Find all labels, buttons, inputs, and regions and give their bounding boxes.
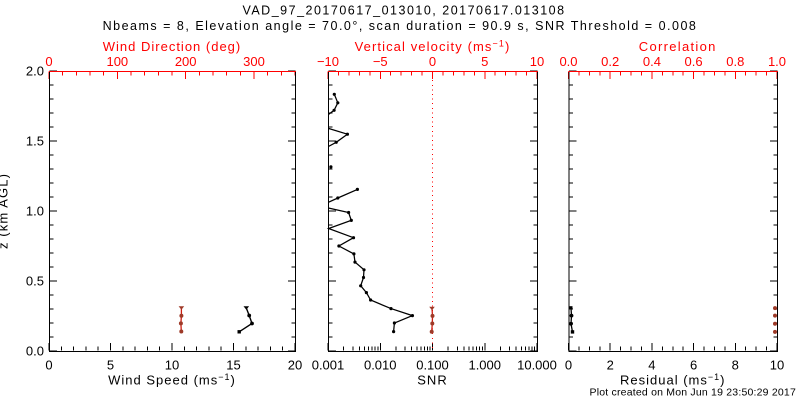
svg-text:2: 2 — [607, 358, 614, 373]
svg-text:10: 10 — [165, 358, 179, 373]
svg-text:2.0: 2.0 — [26, 64, 44, 79]
svg-text:0.0: 0.0 — [559, 54, 577, 69]
svg-text:8: 8 — [732, 358, 739, 373]
svg-text:10: 10 — [770, 358, 784, 373]
svg-text:0.0: 0.0 — [26, 344, 44, 359]
svg-text:5: 5 — [107, 358, 114, 373]
svg-text:10.000: 10.000 — [517, 358, 557, 373]
svg-text:100: 100 — [106, 54, 128, 69]
svg-text:Wind Direction (deg): Wind Direction (deg) — [103, 39, 242, 54]
svg-text:15: 15 — [226, 358, 240, 373]
svg-text:1.0: 1.0 — [768, 54, 786, 69]
svg-text:z (km AGL): z (km AGL) — [0, 173, 11, 249]
svg-text:0: 0 — [565, 358, 572, 373]
svg-text:1.5: 1.5 — [26, 134, 44, 149]
svg-text:Vertical velocity (ms−1): Vertical velocity (ms−1) — [355, 39, 511, 55]
svg-text:Plot created on Mon Jun 19 23:: Plot created on Mon Jun 19 23:50:29 2017 — [590, 387, 796, 399]
svg-text:1.0: 1.0 — [26, 204, 44, 219]
svg-text:5: 5 — [481, 54, 488, 69]
svg-text:0: 0 — [429, 54, 436, 69]
svg-text:Nbeams = 8, Elevation angle =: Nbeams = 8, Elevation angle = 70.0°, sca… — [103, 19, 698, 33]
svg-text:Wind Speed (ms−1): Wind Speed (ms−1) — [108, 372, 236, 388]
svg-text:0.8: 0.8 — [726, 54, 744, 69]
svg-text:0.2: 0.2 — [601, 54, 619, 69]
svg-text:SNR: SNR — [417, 373, 447, 388]
svg-text:0: 0 — [45, 358, 52, 373]
svg-text:−5: −5 — [373, 54, 388, 69]
svg-text:0.010: 0.010 — [364, 358, 397, 373]
svg-text:Correlation: Correlation — [639, 39, 717, 54]
svg-text:0.4: 0.4 — [643, 54, 661, 69]
svg-text:20: 20 — [288, 358, 302, 373]
svg-text:0.6: 0.6 — [685, 54, 703, 69]
svg-text:0: 0 — [45, 54, 52, 69]
svg-text:0.5: 0.5 — [26, 274, 44, 289]
svg-text:10: 10 — [530, 54, 544, 69]
svg-text:−10: −10 — [317, 54, 339, 69]
svg-text:Residual (ms−1): Residual (ms−1) — [620, 372, 725, 388]
svg-text:VAD_97_20170617_013010, 201706: VAD_97_20170617_013010, 20170617.013108 — [242, 4, 565, 18]
svg-text:0.001: 0.001 — [312, 358, 345, 373]
svg-text:0.100: 0.100 — [416, 358, 449, 373]
svg-text:200: 200 — [175, 54, 197, 69]
svg-text:6: 6 — [690, 358, 697, 373]
svg-text:300: 300 — [243, 54, 265, 69]
svg-text:1.000: 1.000 — [468, 358, 501, 373]
svg-text:4: 4 — [648, 358, 655, 373]
